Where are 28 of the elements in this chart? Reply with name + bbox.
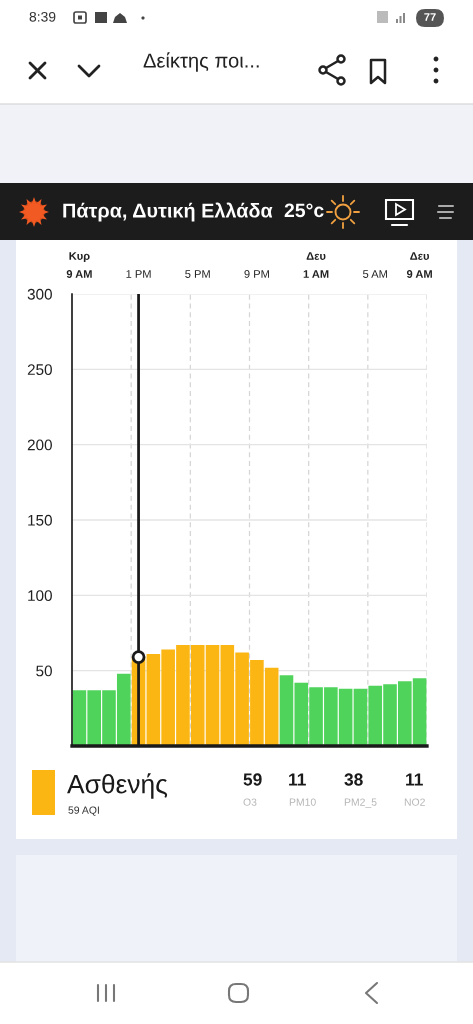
chart-subtitle: Πάτρα, Δυτική Ελλάδα: [63, 202, 273, 222]
y-tick-label: 100: [28, 590, 52, 602]
text: 77: [424, 13, 436, 21]
text: 11: [289, 773, 306, 786]
chart-title: Δείκτης ποι...: [143, 52, 259, 72]
y-tick-label: 250: [27, 364, 52, 376]
text: 59: [243, 773, 262, 786]
text: PM10: [289, 798, 316, 806]
text: 8:39: [29, 11, 56, 22]
x-tick-label: 1 PM: [126, 270, 151, 278]
text: PM2_5: [344, 798, 377, 808]
text: 59 AQI: [68, 806, 99, 816]
x-tick-label: Δευ 1 AM: [303, 252, 329, 278]
text: 11: [406, 773, 423, 786]
y-tick-label: 150: [28, 514, 52, 526]
y-tick-label: 200: [27, 439, 52, 451]
text: 38: [344, 773, 363, 786]
text: 25°c: [284, 203, 324, 218]
x-tick-label: Κυρ 9 AM: [66, 252, 92, 278]
x-tick-label: 5 AM: [363, 270, 387, 278]
y-tick-label: 300: [27, 288, 52, 300]
text: NO2: [404, 798, 425, 806]
text: Ασθενής: [67, 773, 168, 799]
text: O3: [243, 798, 257, 806]
y-tick-label: 50: [36, 665, 52, 677]
x-tick-label: 9 PM: [244, 270, 269, 278]
x-tick-label: 5 PM: [185, 270, 210, 278]
x-tick-label: Δευ 9 AM: [406, 252, 432, 278]
